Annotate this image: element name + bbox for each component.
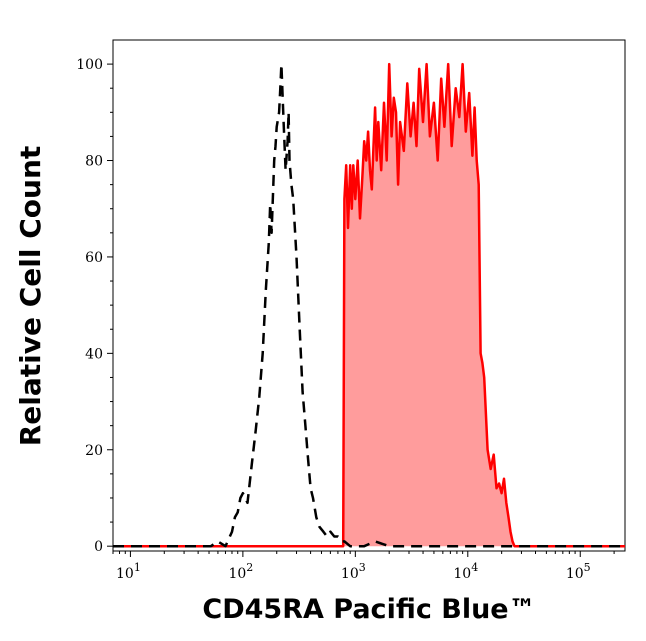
y-tick-label: 20: [85, 443, 103, 459]
x-tick-exponent: 3: [359, 561, 366, 574]
x-tick-label: 104: [453, 561, 478, 582]
x-tick-exponent: 4: [471, 561, 478, 574]
y-tick-label: 40: [85, 346, 103, 362]
control-histogram-line: [113, 62, 625, 548]
x-tick-label: 102: [228, 561, 253, 582]
x-axis-title: CD45RA Pacific Blue™: [202, 594, 535, 625]
y-tick-label: 100: [76, 57, 103, 73]
x-tick-label: 103: [341, 561, 366, 582]
y-axis-title: Relative Cell Count: [14, 146, 47, 447]
x-tick-exponent: 1: [134, 561, 141, 574]
series-layer: [113, 62, 625, 548]
series-fill-area: [113, 64, 625, 547]
x-tick-label: 101: [116, 561, 141, 582]
x-tick-label: 105: [566, 561, 591, 582]
axis-layer: 0 20 40 60 80 100 101 102 103 104 105: [76, 57, 615, 582]
y-tick-label: 80: [85, 154, 103, 170]
y-tick-label: 0: [94, 539, 103, 555]
stained-histogram-line: [113, 62, 625, 548]
y-tick-label: 60: [85, 250, 103, 266]
x-tick-exponent: 2: [246, 561, 253, 574]
x-tick-exponent: 5: [584, 561, 591, 574]
plot-frame: [112, 39, 626, 552]
